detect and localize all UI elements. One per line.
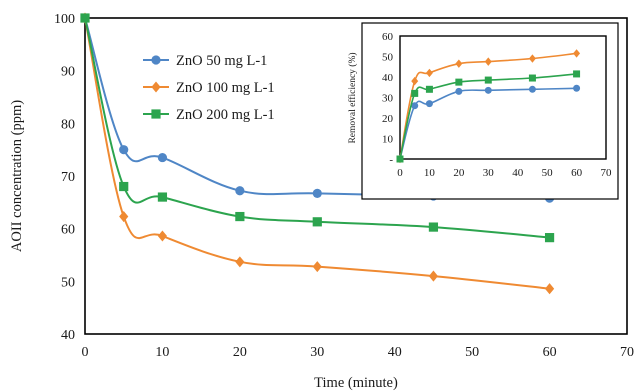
inset-x-tick-label: 50 (542, 167, 554, 179)
inset-data-point (425, 100, 433, 108)
legend-label: ZnO 50 mg L-1 (176, 53, 267, 69)
legend-marker (151, 55, 161, 65)
inset-data-point (484, 57, 492, 66)
inset-data-point (411, 89, 419, 97)
inset-y-tick-label: 20 (382, 113, 394, 125)
main-x-tick-label: 10 (155, 345, 169, 360)
main-x-tick-label: 30 (310, 345, 324, 360)
main-y-tick-label: 60 (61, 223, 75, 238)
inset-x-tick-label: 70 (601, 167, 613, 179)
inset-data-point (425, 68, 433, 78)
inset-y-tick-label: - (389, 154, 393, 166)
main-data-point (80, 13, 90, 23)
main-plot-frame (84, 17, 628, 335)
legend-marker (151, 109, 161, 119)
inset-data-point (573, 84, 581, 92)
inset-data-point (455, 87, 463, 95)
inset-data-point (573, 70, 581, 78)
main-data-point (157, 230, 168, 242)
inset-data-point (425, 85, 433, 93)
inset-data-point (411, 102, 419, 110)
inset-data-point (455, 59, 463, 68)
main-x-tick-labels: 0 10 20 30 40 50 60 70 (82, 345, 635, 360)
inset-y-tick-label: 50 (382, 52, 394, 64)
inset-x-tick-labels: 0 10 20 30 40 50 60 70 (397, 167, 612, 179)
main-data-point (235, 256, 245, 268)
inset-y-tick-label: 40 (382, 72, 394, 84)
main-y-tick-label: 100 (54, 12, 75, 27)
main-data-point (119, 145, 129, 155)
inset-chart: 0 10 20 30 40 50 60 70 - 10 20 30 40 50 60 Removal ef… (347, 22, 619, 200)
legend-label: ZnO 200 mg L-1 (176, 107, 275, 123)
main-data-point (544, 233, 555, 243)
main-data-point (235, 186, 245, 196)
main-data-point (428, 222, 439, 232)
inset-data-point (528, 54, 536, 63)
inset-x-tick-label: 10 (424, 167, 436, 179)
inset-x-tick-label: 60 (571, 167, 583, 179)
inset-x-tick-label: 40 (512, 167, 524, 179)
legend: ZnO 50 mg L-1 ZnO 100 mg L-1 ZnO 200 mg L-… (143, 53, 275, 123)
legend-marker (151, 81, 161, 93)
inset-y-tick-label: 10 (382, 134, 394, 146)
main-data-point (119, 181, 129, 192)
inset-data-point (396, 155, 404, 163)
main-data-point (312, 188, 322, 198)
main-series-group (80, 12, 555, 295)
main-data-point (235, 211, 245, 222)
inset-y-tick-label: 30 (382, 93, 394, 105)
main-x-tick-label: 70 (620, 345, 634, 360)
inset-data-point (411, 76, 419, 86)
inset-y-axis-title: Removal efficiency (%) (347, 52, 358, 143)
main-data-point (428, 270, 439, 282)
main-y-tick-label: 50 (61, 275, 75, 290)
main-data-point (312, 217, 322, 227)
legend-label: ZnO 100 mg L-1 (176, 80, 275, 96)
main-data-point (312, 261, 322, 273)
main-y-axis-title: AOII concentration (ppm) (9, 100, 25, 252)
main-y-tick-label: 70 (61, 170, 75, 185)
inset-data-point (528, 85, 536, 93)
main-y-tick-label: 90 (61, 65, 75, 80)
inset-x-tick-label: 30 (483, 167, 495, 179)
inset-data-point (484, 76, 492, 84)
main-x-tick-label: 40 (388, 345, 402, 360)
main-x-axis-title: Time (minute) (314, 375, 398, 391)
main-data-point (119, 211, 129, 223)
main-x-tick-label: 0 (82, 345, 89, 360)
inset-data-point (484, 86, 492, 94)
inset-data-point (455, 78, 463, 86)
main-x-tick-label: 50 (465, 345, 479, 360)
main-x-tick-label: 60 (543, 345, 557, 360)
main-y-tick-label: 40 (61, 328, 75, 343)
main-y-tick-labels: 40 50 60 70 80 90 100 (54, 12, 75, 343)
main-x-tick-label: 20 (233, 345, 247, 360)
inset-plot-frame (399, 35, 607, 160)
main-data-point (157, 152, 168, 163)
inset-series-group (396, 49, 581, 164)
main-data-point (544, 283, 555, 295)
inset-y-tick-label: 60 (382, 31, 394, 43)
inset-x-tick-label: 20 (453, 167, 465, 179)
main-y-tick-label: 80 (61, 117, 75, 132)
inset-y-tick-labels: - 10 20 30 40 50 60 (382, 31, 394, 166)
main-data-point (157, 192, 168, 202)
inset-x-tick-label: 0 (397, 167, 403, 179)
inset-data-point (573, 49, 581, 58)
inset-data-point (528, 74, 536, 82)
